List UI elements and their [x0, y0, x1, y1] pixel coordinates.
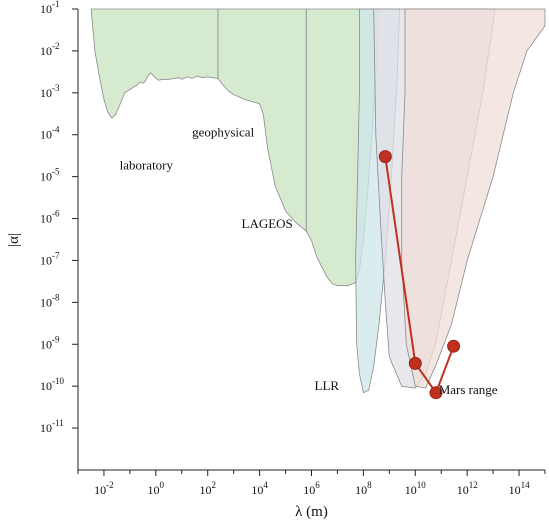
y-tick-label: 10-2	[40, 41, 60, 58]
constraint-point-1	[408, 356, 422, 370]
x-tick-label: 1012	[457, 480, 478, 497]
exclusion-region-mars-range	[401, 8, 546, 389]
y-tick-label: 10-11	[40, 418, 64, 435]
region-label-4: Mars range	[439, 382, 498, 397]
x-axis-ticks: 10-2 100 102 104 106 108 1010 1012 1014	[77, 470, 546, 497]
y-tick-label: 10-10	[40, 376, 64, 393]
region-label-1: geophysical	[192, 125, 254, 140]
constraint-line	[384, 156, 455, 395]
region-labels: laboratory geophysical LAGEOS LLR Mars range	[120, 125, 498, 397]
x-axis-label: λ (m)	[295, 504, 328, 520]
x-tick-label: 1010	[405, 480, 427, 497]
constraint-point-3	[447, 339, 461, 353]
y-axis-label: |α|	[6, 233, 22, 247]
x-tick-label: 102	[199, 480, 216, 497]
constraint-point-2	[429, 386, 443, 400]
exclusion-region-geophysical	[217, 8, 307, 233]
region-label-3: LLR	[315, 378, 340, 393]
y-tick-label: 10-4	[40, 125, 60, 142]
x-tick-label: 100	[148, 480, 165, 497]
x-tick-label: 108	[355, 480, 372, 497]
y-tick-label: 10-7	[40, 251, 60, 268]
x-tick-label: 104	[251, 480, 268, 497]
constraint-point-0	[378, 150, 392, 164]
y-tick-label: 10-1	[40, 0, 60, 16]
y-tick-label: 10-6	[40, 209, 60, 226]
x-tick-label: 10-2	[94, 480, 114, 497]
y-tick-label: 10-8	[40, 292, 60, 309]
y-tick-label: 10-5	[40, 167, 60, 184]
exclusion-region-laboratory	[90, 8, 219, 119]
region-label-2: LAGEOS	[242, 216, 293, 231]
region-label-0: laboratory	[120, 157, 174, 172]
exclusion-regions	[90, 8, 546, 394]
x-tick-label: 1014	[509, 480, 531, 497]
constraint-series	[378, 150, 461, 400]
y-tick-label: 10-9	[40, 334, 60, 351]
x-tick-label: 106	[303, 480, 320, 497]
y-axis-ticks: 10-1 10-2 10-3 10-4 10-5 10-6 10-7 10-8 10-9 10-1…	[40, 0, 78, 435]
y-tick-label: 10-3	[40, 83, 60, 100]
